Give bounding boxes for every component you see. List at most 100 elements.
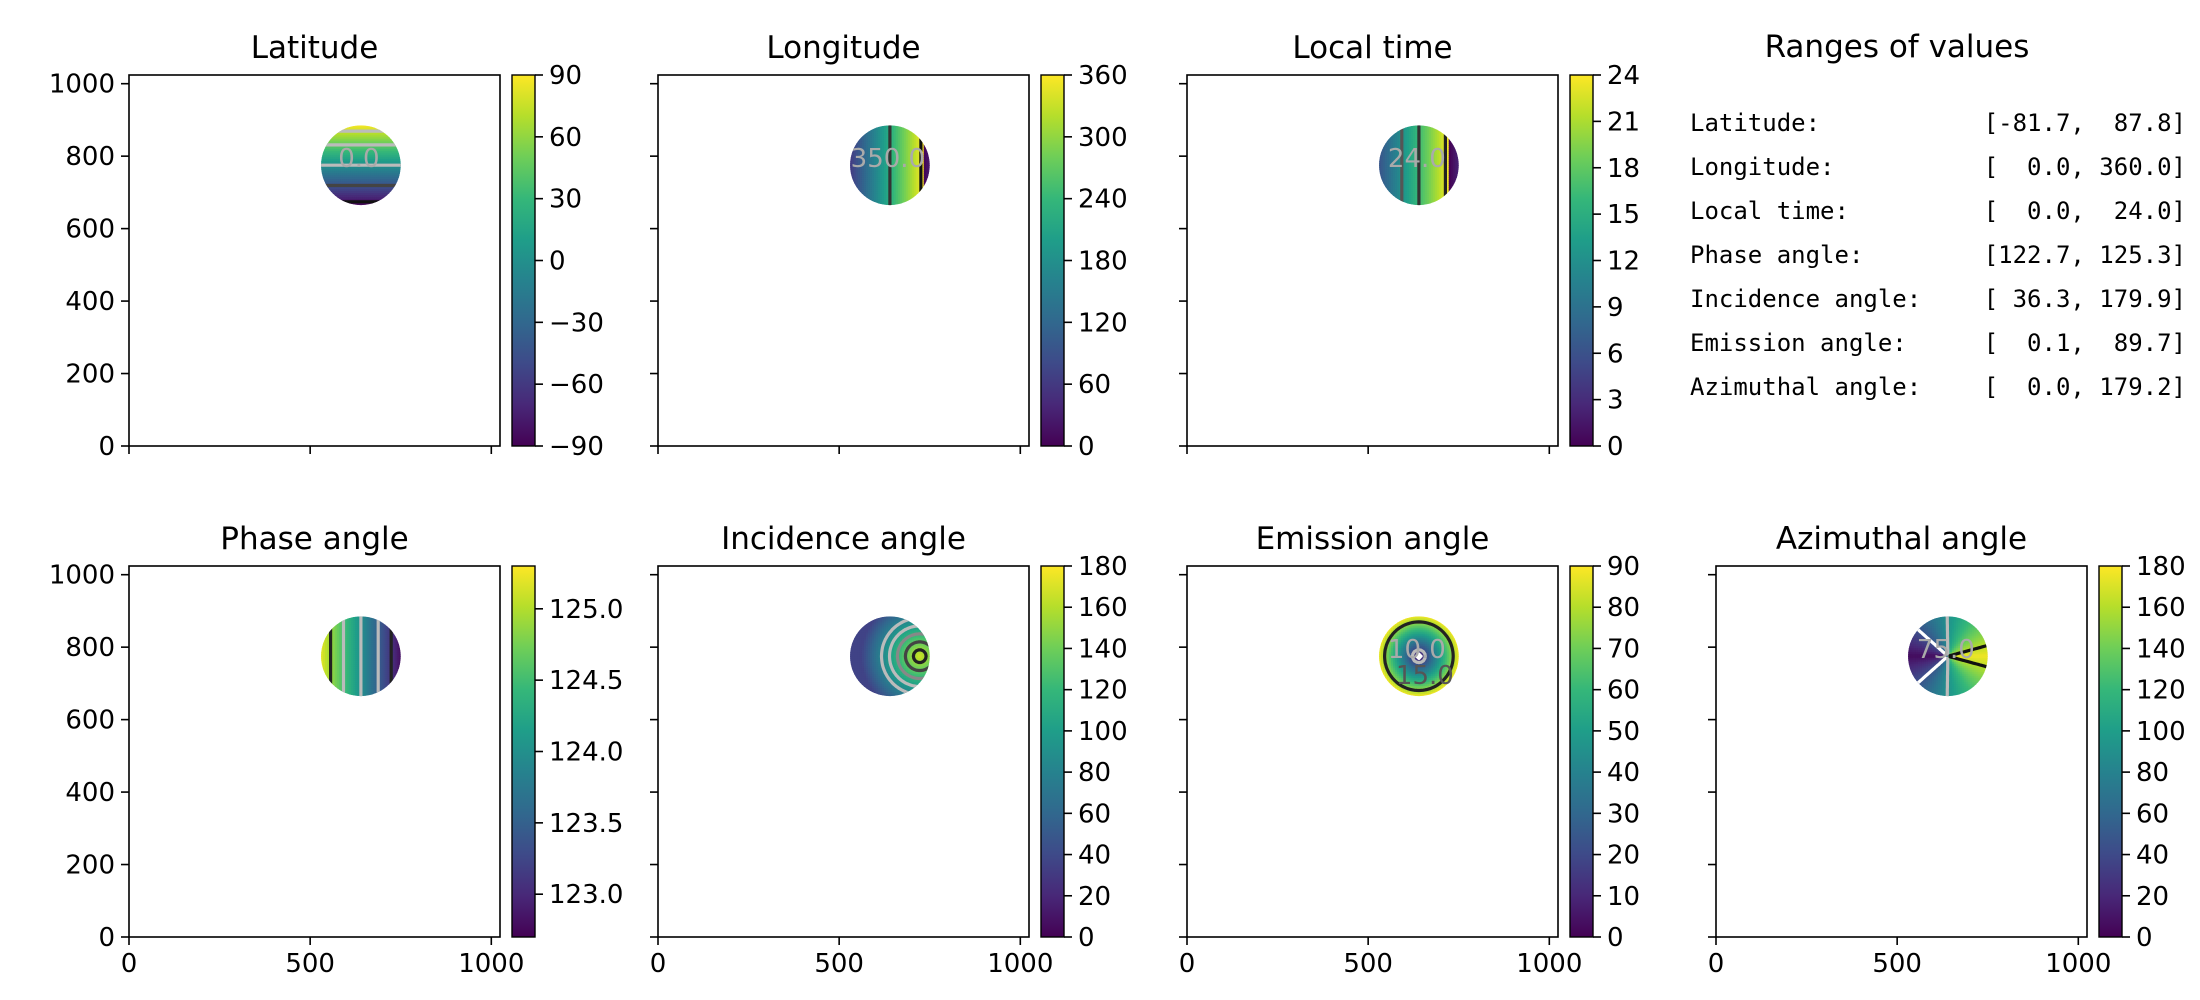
disc-pixel	[328, 153, 332, 156]
disc-pixel	[1448, 141, 1452, 144]
disc-pixel	[346, 155, 350, 158]
disc-pixel	[1454, 155, 1458, 158]
disc-pixel	[879, 185, 883, 188]
disc-pixel	[376, 135, 380, 138]
disc-pixel	[869, 153, 873, 156]
disc-pixel	[332, 672, 336, 675]
disc-pixel	[330, 636, 334, 639]
disc-pixel	[1426, 133, 1430, 136]
disc-pixel	[334, 159, 338, 162]
disc-pixel	[897, 135, 901, 138]
disc-pixel	[923, 145, 927, 148]
disc-pixel	[388, 181, 392, 184]
disc-pixel	[352, 636, 356, 639]
disc-pixel	[328, 151, 332, 154]
disc-pixel	[854, 177, 857, 180]
disc-pixel	[893, 125, 897, 128]
disc-pixel	[1438, 159, 1442, 162]
disc-pixel	[374, 135, 378, 138]
disc-pixel	[388, 173, 392, 176]
disc-pixel	[356, 668, 360, 671]
disc-pixel	[854, 153, 857, 156]
disc-pixel	[374, 137, 378, 140]
disc-pixel	[927, 175, 930, 178]
disc-pixel	[390, 159, 394, 162]
disc-pixel	[332, 640, 336, 643]
disc-pixel	[863, 147, 867, 150]
disc-pixel	[865, 187, 869, 190]
disc-pixel	[1402, 165, 1406, 168]
disc-pixel	[336, 656, 340, 659]
disc-pixel	[885, 163, 889, 166]
colorbar-tick-label: 120	[1078, 308, 1128, 338]
disc-pixel	[901, 169, 905, 172]
disc-pixel	[364, 149, 368, 152]
disc-pixel	[897, 197, 901, 200]
disc-pixel	[378, 173, 382, 176]
disc-pixel	[350, 628, 354, 631]
disc-pixel	[370, 181, 374, 184]
disc-pixel	[338, 666, 342, 669]
disc-pixel	[374, 189, 378, 192]
disc-pixel	[1434, 151, 1438, 154]
disc-pixel	[1450, 187, 1454, 190]
disc-pixel	[350, 169, 354, 172]
disc-pixel	[917, 165, 921, 168]
disc-pixel	[877, 149, 881, 152]
disc-pixel	[1436, 191, 1440, 194]
disc-pixel	[356, 686, 360, 689]
disc-pixel	[891, 155, 895, 158]
disc-pixel	[366, 646, 370, 649]
disc-pixel	[354, 664, 358, 667]
disc-pixel	[1402, 135, 1406, 138]
disc-pixel	[362, 125, 366, 128]
disc-pixel	[366, 658, 370, 661]
disc-pixel	[857, 147, 861, 150]
disc-pixel	[344, 644, 348, 647]
disc-pixel	[917, 147, 921, 150]
disc-pixel	[354, 137, 358, 140]
disc-pixel	[380, 167, 384, 170]
disc-pixel	[907, 165, 911, 168]
disc-pixel	[913, 179, 917, 182]
disc-pixel	[863, 173, 867, 176]
disc-pixel	[873, 159, 877, 162]
disc-pixel	[895, 179, 899, 182]
disc-pixel	[346, 662, 350, 665]
disc-pixel	[883, 193, 887, 196]
disc-pixel	[867, 147, 871, 150]
disc-pixel	[1394, 185, 1398, 188]
disc-pixel	[348, 620, 352, 623]
disc-pixel	[1412, 189, 1416, 192]
disc-pixel	[340, 135, 344, 138]
disc-pixel	[875, 193, 879, 196]
disc-pixel	[1412, 175, 1416, 178]
disc-pixel	[856, 161, 859, 164]
disc-pixel	[358, 151, 362, 154]
disc-pixel	[376, 189, 380, 192]
disc-pixel	[895, 163, 899, 166]
disc-pixel	[917, 143, 921, 146]
disc-pixel	[869, 161, 873, 164]
disc-pixel	[348, 187, 352, 190]
disc-pixel	[1438, 135, 1442, 138]
disc-pixel	[1406, 139, 1410, 142]
disc-pixel	[905, 181, 909, 184]
disc-pixel	[865, 173, 869, 176]
disc-pixel	[873, 153, 877, 156]
disc-pixel	[1390, 183, 1394, 186]
disc-pixel	[856, 143, 859, 146]
disc-pixel	[1420, 201, 1424, 204]
disc-pixel	[1386, 147, 1390, 150]
disc-pixel	[883, 159, 887, 162]
disc-pixel	[382, 187, 386, 190]
disc-pixel	[348, 145, 352, 148]
disc-pixel	[1420, 183, 1424, 186]
disc-pixel	[877, 159, 881, 162]
disc-pixel	[372, 169, 376, 172]
disc-pixel	[321, 157, 324, 160]
disc-pixel	[905, 197, 909, 200]
disc-pixel	[372, 193, 376, 196]
disc-pixel	[348, 686, 352, 689]
disc-pixel	[911, 187, 915, 190]
